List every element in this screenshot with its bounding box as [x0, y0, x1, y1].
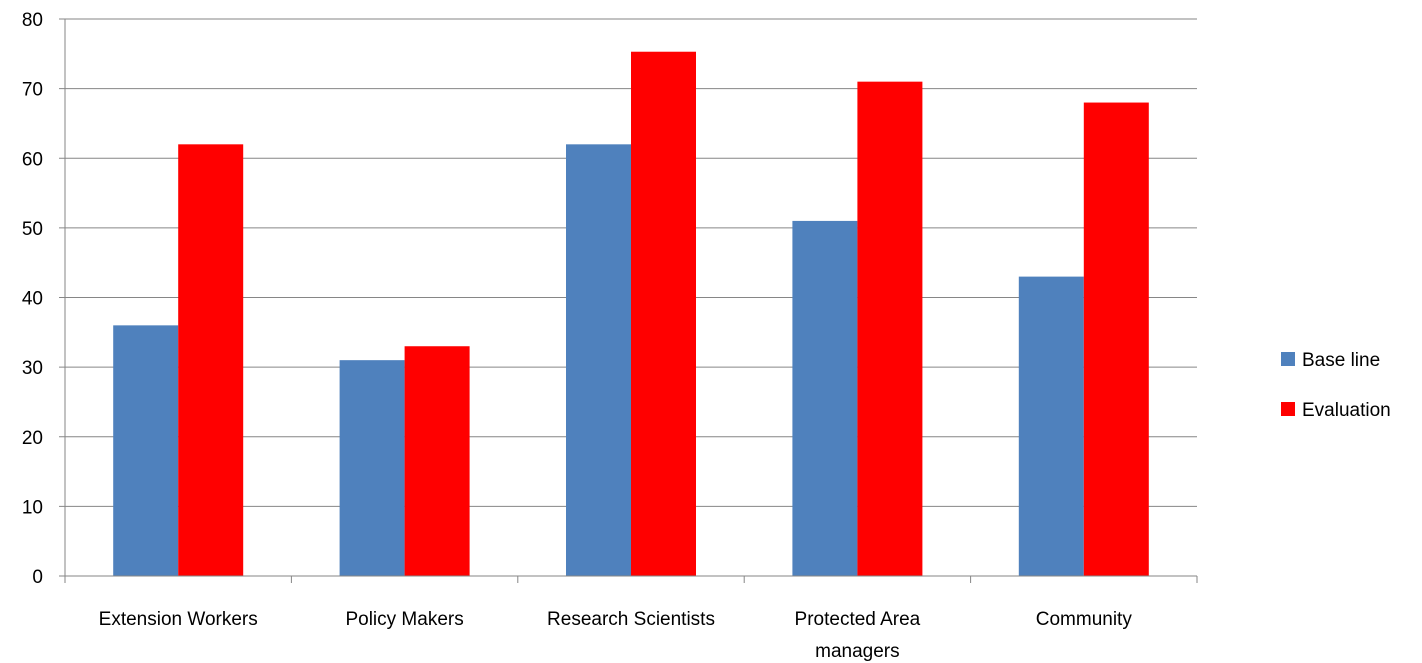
legend-swatch [1281, 352, 1295, 366]
x-tick-label: Community [1036, 609, 1133, 630]
bar-base-line [792, 220, 858, 576]
y-tick-label: 60 [22, 149, 43, 170]
bar-base-line [1018, 276, 1084, 576]
x-tick-label: Protected Area [795, 609, 921, 630]
bar-evaluation [1083, 102, 1149, 577]
legend-label: Evaluation [1302, 400, 1391, 421]
x-tick-label: Research Scientists [547, 609, 715, 630]
y-tick-label: 0 [32, 567, 43, 588]
bar-evaluation [178, 144, 244, 576]
x-tick-label: Extension Workers [99, 609, 258, 630]
y-tick-label: 50 [22, 219, 43, 240]
y-tick-label: 20 [22, 428, 43, 449]
x-axis-ticks: Extension Workers Policy Makers Research S… [64, 576, 1198, 662]
y-axis-ticks: 0 10 20 30 40 50 60 70 80 [22, 10, 65, 588]
bar-evaluation [404, 346, 470, 576]
legend-swatch [1281, 402, 1295, 416]
y-tick-label: 40 [22, 289, 43, 310]
legend: Base line Evaluation [1281, 350, 1391, 421]
bar-base-line [113, 325, 179, 576]
x-tick-label: managers [815, 641, 900, 662]
bar-base-line [566, 144, 631, 576]
y-tick-label: 80 [22, 10, 43, 31]
x-tick-label: Policy Makers [345, 609, 463, 630]
y-tick-label: 10 [22, 497, 43, 518]
y-tick-label: 30 [22, 358, 43, 379]
legend-label: Base line [1302, 350, 1380, 371]
bar-base-line [339, 360, 405, 576]
bar-evaluation [631, 51, 696, 576]
bars [113, 51, 1149, 577]
bar-evaluation [857, 81, 923, 576]
y-tick-label: 70 [22, 80, 43, 101]
